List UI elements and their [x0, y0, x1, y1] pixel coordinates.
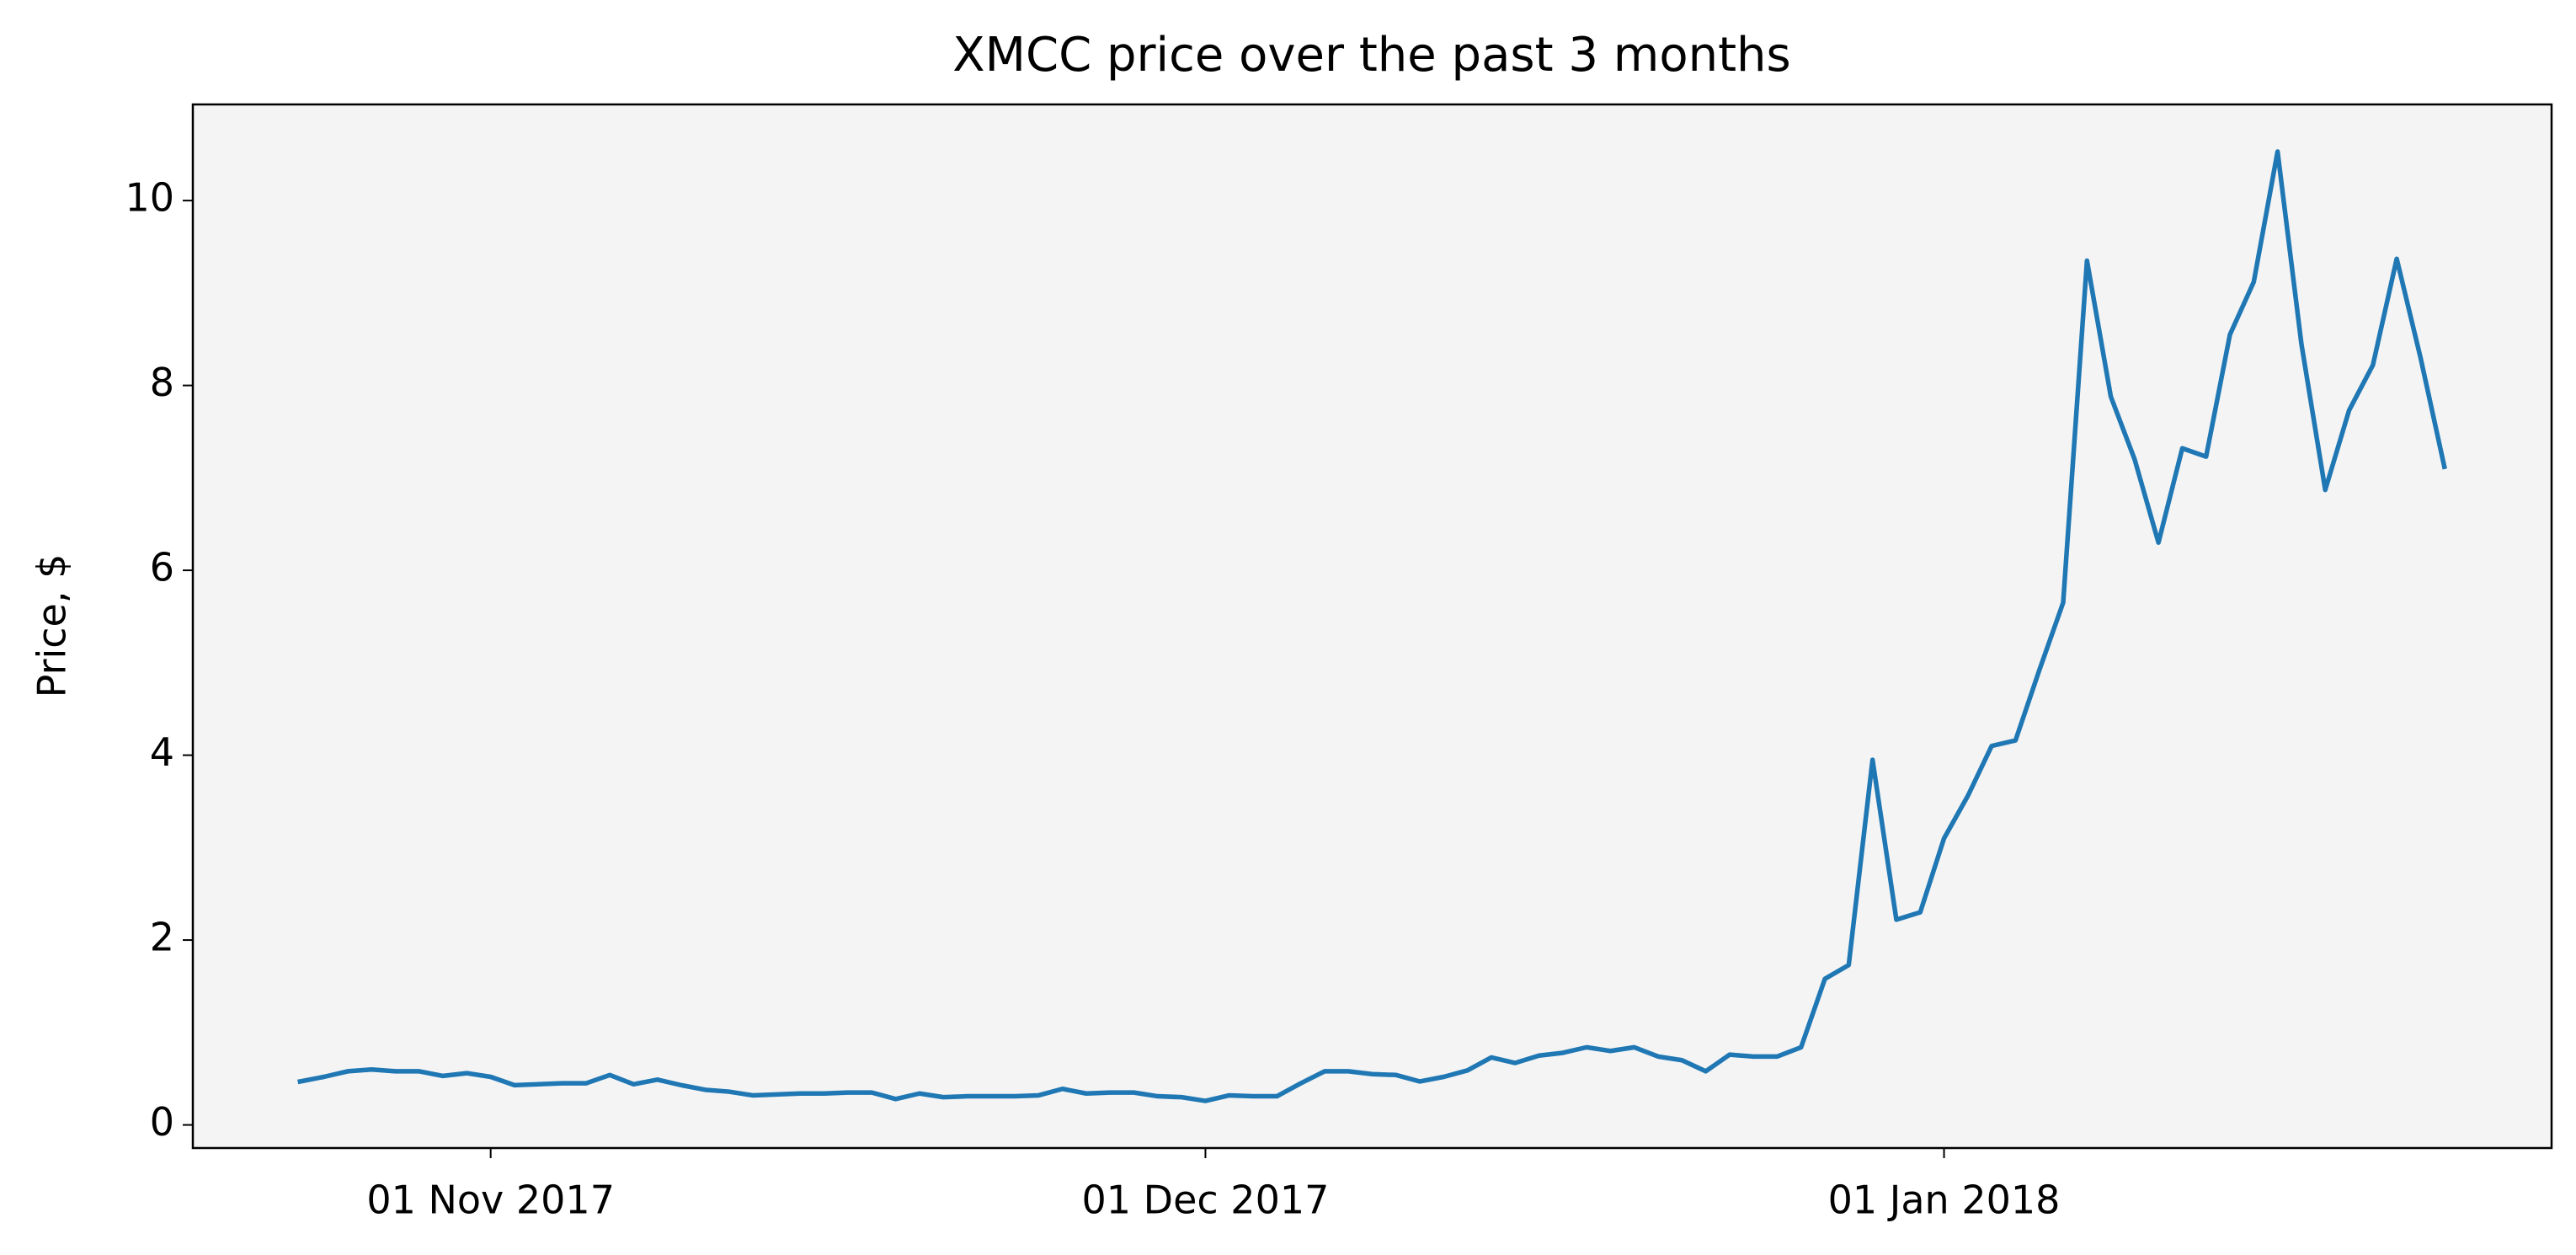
- price-line: [297, 149, 2447, 1103]
- x-tick-label: 01 Dec 2017: [1082, 1178, 1330, 1223]
- axes-frame: [191, 103, 2553, 1150]
- y-tick-label: 6: [150, 545, 174, 590]
- y-tick-label: 8: [150, 360, 174, 405]
- plot-area: [193, 104, 2552, 1148]
- y-tick-label: 10: [125, 175, 174, 221]
- y-tick-label: 2: [150, 915, 174, 960]
- chart-title: XMCC price over the past 3 months: [952, 28, 1790, 83]
- x-tick-label: 01 Jan 2018: [1828, 1178, 2061, 1223]
- y-tick-label: 4: [150, 729, 174, 775]
- y-tick-label: 0: [150, 1099, 174, 1145]
- y-axis-label: Price, $: [29, 554, 75, 698]
- x-tick-label: 01 Nov 2017: [366, 1178, 615, 1223]
